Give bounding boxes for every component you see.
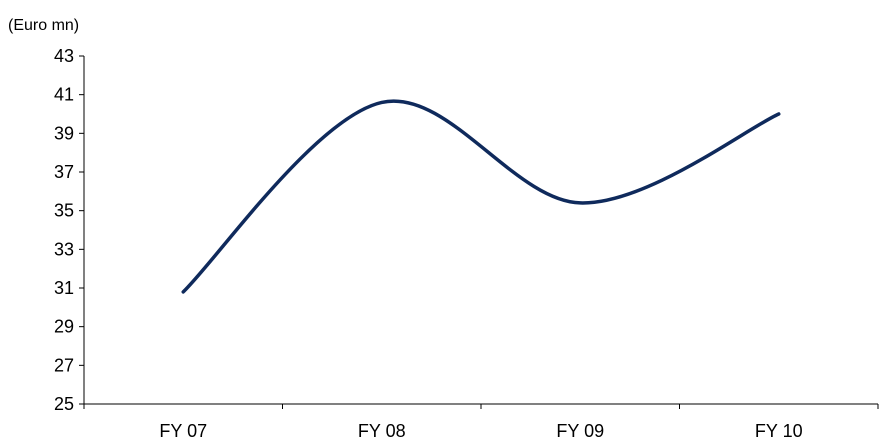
y-tick-label: 33 xyxy=(54,239,74,259)
y-axis: 25 27 29 31 33 35 37 39 41 43 xyxy=(54,46,85,414)
series-line xyxy=(181,99,781,294)
x-tick-label: FY 07 xyxy=(159,421,207,441)
y-tick-label: 37 xyxy=(54,162,74,182)
y-tick-label: 27 xyxy=(54,355,74,375)
y-tick-label: 29 xyxy=(54,317,74,337)
series-layer xyxy=(181,99,781,294)
x-tick-label: FY 09 xyxy=(556,421,604,441)
x-tick-label: FY 08 xyxy=(358,421,406,441)
y-tick-label: 31 xyxy=(54,278,74,298)
x-axis: FY 07 FY 08 FY 09 FY 10 xyxy=(83,403,879,441)
y-tick-label: 41 xyxy=(54,85,74,105)
y-tick-label: 25 xyxy=(54,394,74,414)
y-tick-label: 43 xyxy=(54,46,74,66)
y-tick-label: 35 xyxy=(54,201,74,221)
x-tick-label: FY 10 xyxy=(755,421,803,441)
y-tick-label: 39 xyxy=(54,123,74,143)
y-axis-unit-label: (Euro mn) xyxy=(8,17,79,34)
